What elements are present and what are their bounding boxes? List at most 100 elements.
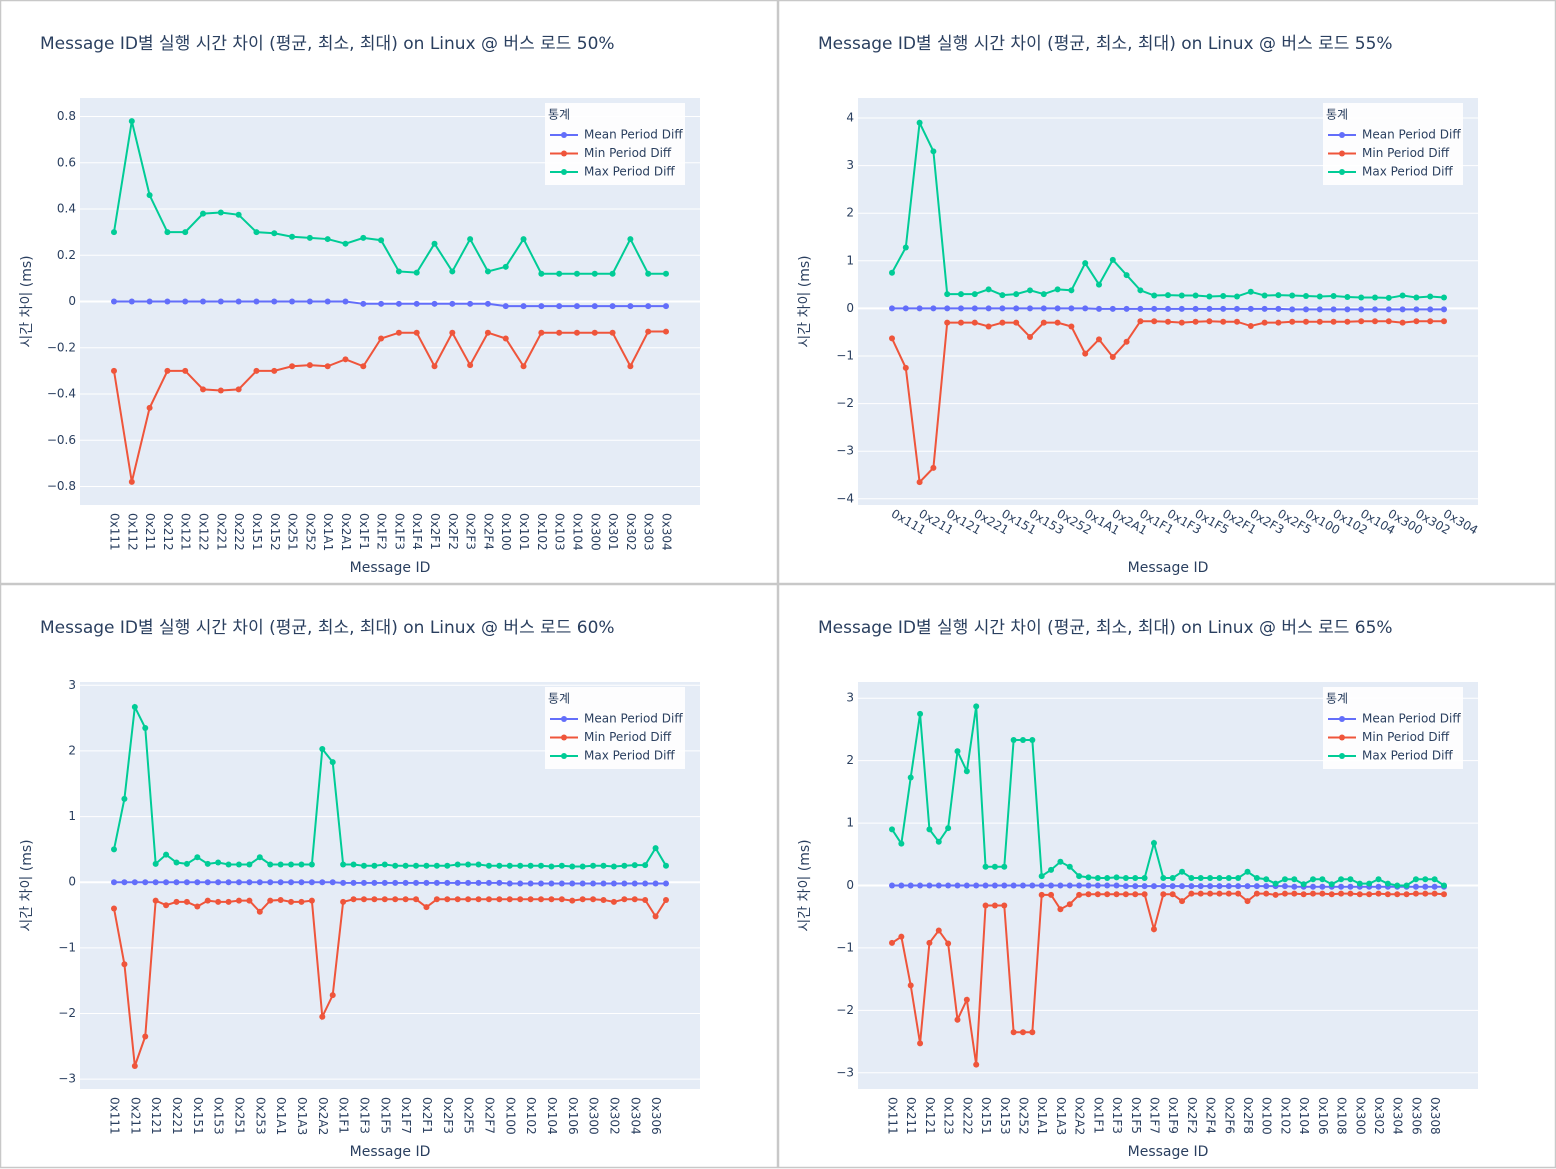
data-point: [215, 879, 222, 886]
data-point: [329, 879, 336, 886]
data-point: [449, 300, 456, 307]
x-axis-title: Message ID: [1128, 560, 1209, 576]
data-point: [1289, 292, 1296, 299]
data-point: [1358, 306, 1365, 313]
data-point: [1188, 890, 1195, 897]
x-tick-label: 0x2A2: [316, 1097, 330, 1135]
data-point: [164, 367, 171, 374]
data-point: [485, 862, 492, 869]
data-point: [308, 897, 315, 904]
data-point: [1029, 882, 1036, 889]
data-point: [1013, 319, 1020, 326]
data-point: [1330, 318, 1337, 325]
data-point: [1151, 305, 1158, 312]
data-point: [1113, 891, 1120, 898]
data-point: [371, 879, 378, 886]
data-point: [889, 269, 895, 276]
data-point: [277, 861, 284, 868]
data-point: [306, 362, 313, 369]
x-tick-label: 0x2F4: [1204, 1097, 1218, 1134]
data-point: [360, 896, 367, 903]
x-tick-label: 0x102: [535, 513, 549, 551]
y-tick-label: −3: [58, 1072, 76, 1086]
data-point: [1275, 319, 1282, 326]
legend-marker: [561, 753, 567, 759]
data-point: [121, 795, 128, 802]
data-point: [1137, 305, 1144, 312]
x-tick-label: 0x103: [553, 513, 567, 551]
data-point: [340, 861, 347, 868]
data-point: [1330, 293, 1337, 300]
data-point: [253, 229, 260, 236]
data-point: [579, 880, 586, 887]
data-point: [945, 940, 952, 947]
data-point: [128, 298, 135, 305]
data-point: [1096, 305, 1102, 312]
y-tick-label: 3: [846, 691, 854, 705]
legend-marker: [1339, 716, 1345, 722]
data-point: [1160, 875, 1167, 882]
data-point: [517, 862, 524, 869]
data-point: [235, 897, 242, 904]
data-point: [465, 861, 472, 868]
data-point: [1235, 890, 1242, 897]
data-point: [898, 840, 905, 847]
x-tick-label: 0x222: [960, 1097, 974, 1135]
data-point: [1206, 318, 1213, 325]
x-tick-label: 0x221: [214, 513, 228, 551]
x-tick-label: 0x151: [250, 513, 264, 551]
data-point: [342, 240, 349, 247]
data-point: [1328, 891, 1335, 898]
chart-panel: Message ID별 실행 시간 차이 (평균, 최소, 최대) on Lin…: [777, 583, 1556, 1169]
legend-label: Mean Period Diff: [1362, 128, 1461, 142]
legend-marker: [1339, 150, 1345, 157]
data-point: [485, 879, 492, 886]
data-point: [1027, 287, 1033, 294]
data-point: [431, 300, 438, 307]
data-point: [378, 237, 385, 244]
data-point: [520, 303, 527, 310]
legend-marker: [561, 169, 567, 175]
data-point: [538, 303, 545, 310]
data-point: [1207, 875, 1214, 882]
data-point: [569, 863, 576, 870]
data-point: [423, 904, 430, 911]
x-tick-label: 0x1F3: [357, 1097, 371, 1134]
legend-label: Max Period Diff: [1362, 165, 1453, 179]
data-point: [271, 367, 278, 374]
legend-label: Mean Period Diff: [1362, 712, 1461, 726]
data-point: [360, 300, 367, 307]
data-point: [1412, 883, 1419, 890]
data-point: [1104, 875, 1111, 882]
data-point: [1096, 281, 1102, 288]
data-point: [329, 759, 336, 766]
y-tick-label: 3: [68, 678, 76, 692]
data-point: [556, 270, 563, 277]
y-tick-label: 2: [846, 753, 854, 767]
data-point: [954, 748, 961, 755]
x-tick-label: 0x2F5: [462, 1097, 476, 1134]
y-tick-label: −2: [836, 1003, 854, 1017]
data-point: [173, 879, 180, 886]
data-point: [1385, 294, 1392, 301]
data-point: [183, 860, 190, 867]
x-tick-label: 0x252: [1016, 1097, 1030, 1135]
data-point: [944, 291, 951, 298]
data-point: [131, 1063, 138, 1070]
data-point: [164, 229, 171, 236]
data-point: [1413, 306, 1420, 313]
data-point: [527, 862, 534, 869]
data-point: [1038, 882, 1045, 889]
data-point: [1141, 875, 1148, 882]
data-point: [253, 367, 260, 374]
data-point: [944, 305, 951, 312]
x-tick-label: 0x211: [143, 513, 157, 551]
data-point: [1010, 882, 1017, 889]
x-tick-label: 0x152: [268, 513, 282, 551]
legend-marker: [1339, 132, 1345, 138]
data-point: [973, 1061, 980, 1068]
data-point: [1068, 287, 1075, 294]
data-point: [288, 898, 295, 905]
data-point: [1338, 890, 1345, 897]
x-tick-label: 0x301: [606, 513, 620, 551]
